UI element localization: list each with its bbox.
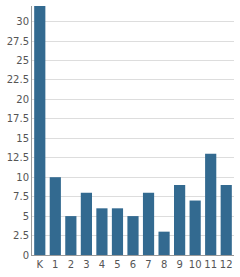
svg-text:30: 30 xyxy=(16,16,29,27)
svg-text:5: 5 xyxy=(114,259,120,270)
svg-text:12: 12 xyxy=(220,259,233,270)
svg-text:10: 10 xyxy=(189,259,202,270)
svg-text:15: 15 xyxy=(16,133,29,144)
svg-text:27.5: 27.5 xyxy=(7,36,29,47)
svg-text:20: 20 xyxy=(16,94,29,105)
svg-text:12.5: 12.5 xyxy=(7,152,29,163)
svg-text:17.5: 17.5 xyxy=(7,113,29,124)
svg-text:8: 8 xyxy=(161,259,167,270)
svg-text:7.5: 7.5 xyxy=(13,191,29,202)
svg-text:6: 6 xyxy=(130,259,136,270)
svg-text:0: 0 xyxy=(23,250,29,261)
svg-text:9: 9 xyxy=(176,259,182,270)
svg-text:3: 3 xyxy=(83,259,89,270)
svg-text:1: 1 xyxy=(52,259,58,270)
svg-text:K: K xyxy=(36,259,43,270)
svg-text:2: 2 xyxy=(68,259,74,270)
svg-text:25: 25 xyxy=(16,55,29,66)
svg-text:5: 5 xyxy=(23,211,29,222)
svg-text:22.5: 22.5 xyxy=(7,74,29,85)
svg-text:2.5: 2.5 xyxy=(13,230,29,241)
svg-text:11: 11 xyxy=(204,259,217,270)
svg-text:4: 4 xyxy=(99,259,105,270)
svg-text:10: 10 xyxy=(16,172,29,183)
svg-text:7: 7 xyxy=(145,259,151,270)
